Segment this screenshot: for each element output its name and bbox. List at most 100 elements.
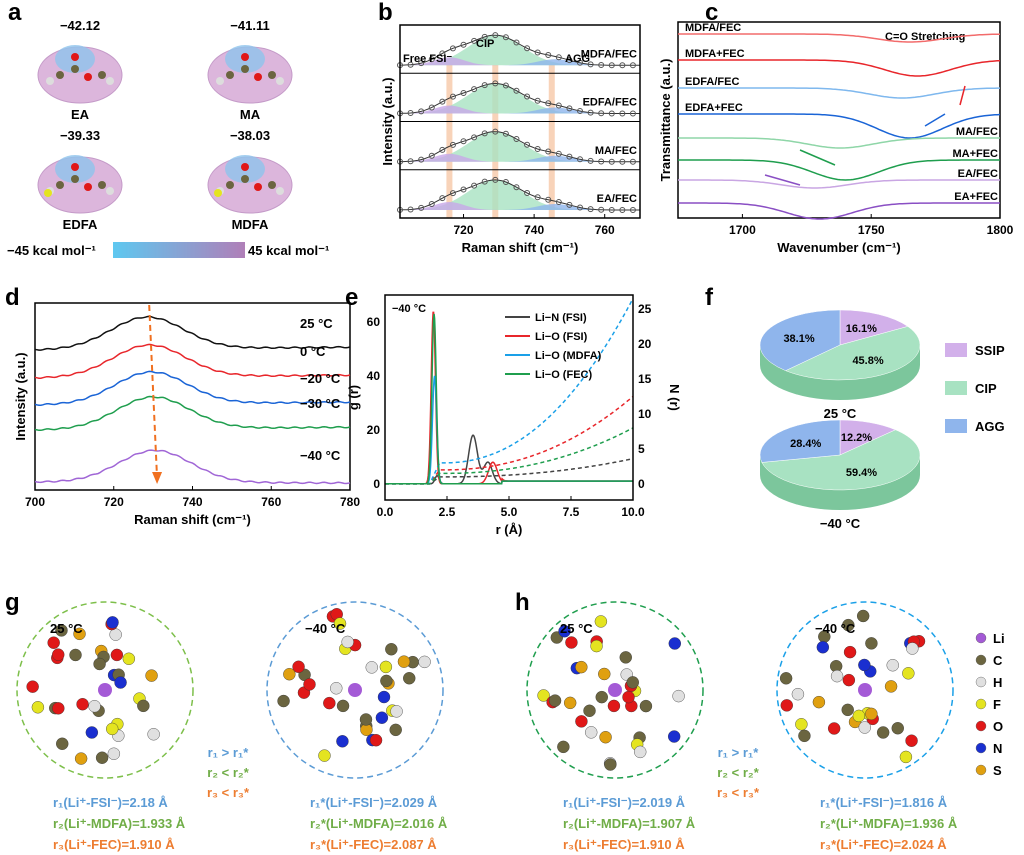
legend-label: Li−N (FSI)	[535, 312, 587, 324]
atom	[106, 187, 114, 195]
slice-label: 16.1%	[846, 323, 877, 335]
data-point	[629, 110, 636, 117]
data-point	[587, 61, 594, 68]
atom	[26, 680, 39, 693]
data-point	[566, 153, 573, 160]
panel-h-comparison: r₁ > r₁*	[718, 745, 760, 760]
data-point	[619, 206, 626, 213]
ir-curve	[678, 59, 1001, 77]
panel-label-g: g	[5, 589, 20, 616]
atom	[268, 71, 276, 79]
slice-label: 45.8%	[852, 355, 883, 367]
atom	[216, 77, 224, 85]
atom	[145, 669, 158, 682]
panel-label-f: f	[705, 284, 714, 311]
series-label: EA/FEC	[958, 168, 998, 180]
atom	[369, 734, 383, 747]
atom	[667, 730, 681, 743]
atom	[865, 707, 878, 721]
panel-g-comparison: r₁ > r₁*	[208, 745, 250, 760]
atom	[276, 187, 284, 195]
panel-g-right-distance: r₃*(Li⁺-FEC)=2.087 Å	[310, 837, 437, 852]
atom	[318, 749, 331, 762]
data-point	[492, 80, 499, 87]
panel-e-title: −40 °C	[392, 303, 426, 315]
data-point	[471, 37, 478, 44]
data-point	[555, 150, 562, 157]
coordination-curve	[385, 395, 634, 485]
ir-curve	[678, 179, 1000, 189]
atom	[858, 721, 871, 734]
pie-slice	[759, 419, 841, 463]
colorbar-max-label: 45 kcal mol⁻¹	[248, 243, 329, 258]
series-label: EDFA/FEC	[583, 97, 637, 109]
atom	[341, 635, 354, 649]
pie-slice	[759, 309, 841, 371]
atom	[85, 726, 99, 739]
legend-label: AGG	[975, 419, 1005, 434]
data-point	[449, 190, 456, 197]
atom	[418, 655, 431, 669]
annotation-co-stretching: C=O Stretching	[885, 31, 965, 43]
data-point	[545, 52, 552, 59]
atom	[537, 689, 550, 702]
atom	[84, 73, 92, 81]
arrow	[924, 113, 946, 127]
series-label: −20 °C	[300, 371, 341, 386]
atom	[241, 65, 249, 73]
data-point	[608, 110, 615, 117]
y2-tick-label: 10	[638, 407, 652, 421]
atom	[336, 735, 349, 748]
data-point	[608, 158, 615, 165]
esp-value: −41.11	[230, 18, 269, 33]
series-label: MA/FEC	[595, 145, 637, 157]
panel-h-comparison: r₃ < r₃*	[717, 785, 760, 800]
legend-label: Li−O (FSI)	[535, 331, 588, 343]
data-point	[513, 135, 520, 142]
atom	[884, 680, 898, 693]
panel-d-x-tick-label: 760	[261, 495, 281, 509]
atom	[604, 758, 617, 771]
atom	[397, 655, 411, 668]
atom	[137, 699, 150, 713]
series-label: EA+FEC	[954, 191, 998, 203]
data-point	[545, 148, 552, 155]
atom	[590, 639, 603, 653]
atom	[106, 616, 119, 629]
y2-tick-label: 5	[638, 442, 645, 456]
atom	[583, 704, 596, 718]
atom	[71, 163, 79, 171]
panel-g-right-temp: −40 °C	[305, 621, 346, 636]
atom	[886, 659, 899, 672]
rdf-curve	[385, 375, 633, 485]
annotation-agg: AGG	[565, 53, 590, 65]
atom	[565, 636, 578, 649]
panel-e-x-label: r (Å)	[496, 522, 523, 537]
data-point	[629, 158, 636, 165]
atom	[403, 672, 416, 685]
free-fsi-fit-area	[400, 202, 640, 210]
lithium-ion	[98, 683, 112, 697]
panel-b-x-tick-label: 720	[454, 223, 474, 237]
panel-h-left-distance: r₂(Li⁺-MDFA)=1.907 Å	[563, 816, 696, 831]
data-point	[619, 158, 626, 165]
data-point	[629, 206, 636, 213]
data-point	[407, 206, 414, 213]
slice-label: 59.4%	[846, 467, 877, 479]
panel-h-right-temp: −40 °C	[815, 621, 856, 636]
y2-tick-label: 20	[638, 337, 652, 351]
rdf-curve	[385, 313, 633, 485]
data-point	[534, 194, 541, 201]
data-point	[449, 141, 456, 148]
atom-legend-swatch	[975, 764, 987, 776]
atom	[226, 71, 234, 79]
atom	[95, 751, 109, 764]
ir-curve	[678, 137, 1000, 149]
panel-b-frame	[399, 24, 641, 219]
panel-g-left-distance: r₂(Li⁺-MDFA)=1.933 Å	[53, 816, 186, 831]
atom	[276, 77, 284, 85]
atom	[106, 77, 114, 85]
data-point	[577, 59, 583, 66]
data-point	[545, 100, 552, 107]
